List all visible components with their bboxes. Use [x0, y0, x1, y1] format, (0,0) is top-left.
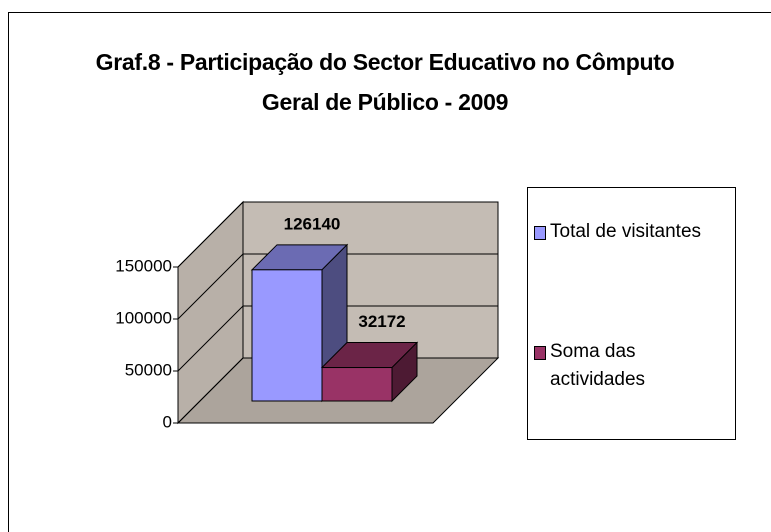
y-tick-label: 0 [163, 412, 172, 431]
legend-entry: Total de visitantes [534, 218, 734, 246]
legend-label: Total de visitantes [550, 221, 702, 242]
bar [251, 269, 323, 402]
grid-line [177, 305, 498, 372]
bar [321, 367, 393, 402]
chart-title: Graf.8 - Participação do Sector Educativ… [95, 49, 675, 115]
legend: Total de visitantes Soma das actividades [527, 187, 736, 440]
grid-line [177, 253, 498, 320]
chart: 0 50000 100000 150000 126140 32172 [115, 200, 500, 431]
legend-entry: Soma das actividades [534, 338, 734, 394]
value-label: 32172 [358, 312, 405, 331]
y-tick-label: 50000 [125, 360, 172, 379]
chart-frame [8, 12, 771, 532]
legend-swatch [534, 346, 546, 360]
value-label: 126140 [284, 214, 341, 233]
y-tick-label: 150000 [115, 256, 172, 275]
grid-line [177, 201, 498, 268]
legend-swatch [534, 226, 546, 240]
y-tick-label: 100000 [115, 308, 172, 327]
legend-label: Soma das actividades [550, 341, 646, 390]
